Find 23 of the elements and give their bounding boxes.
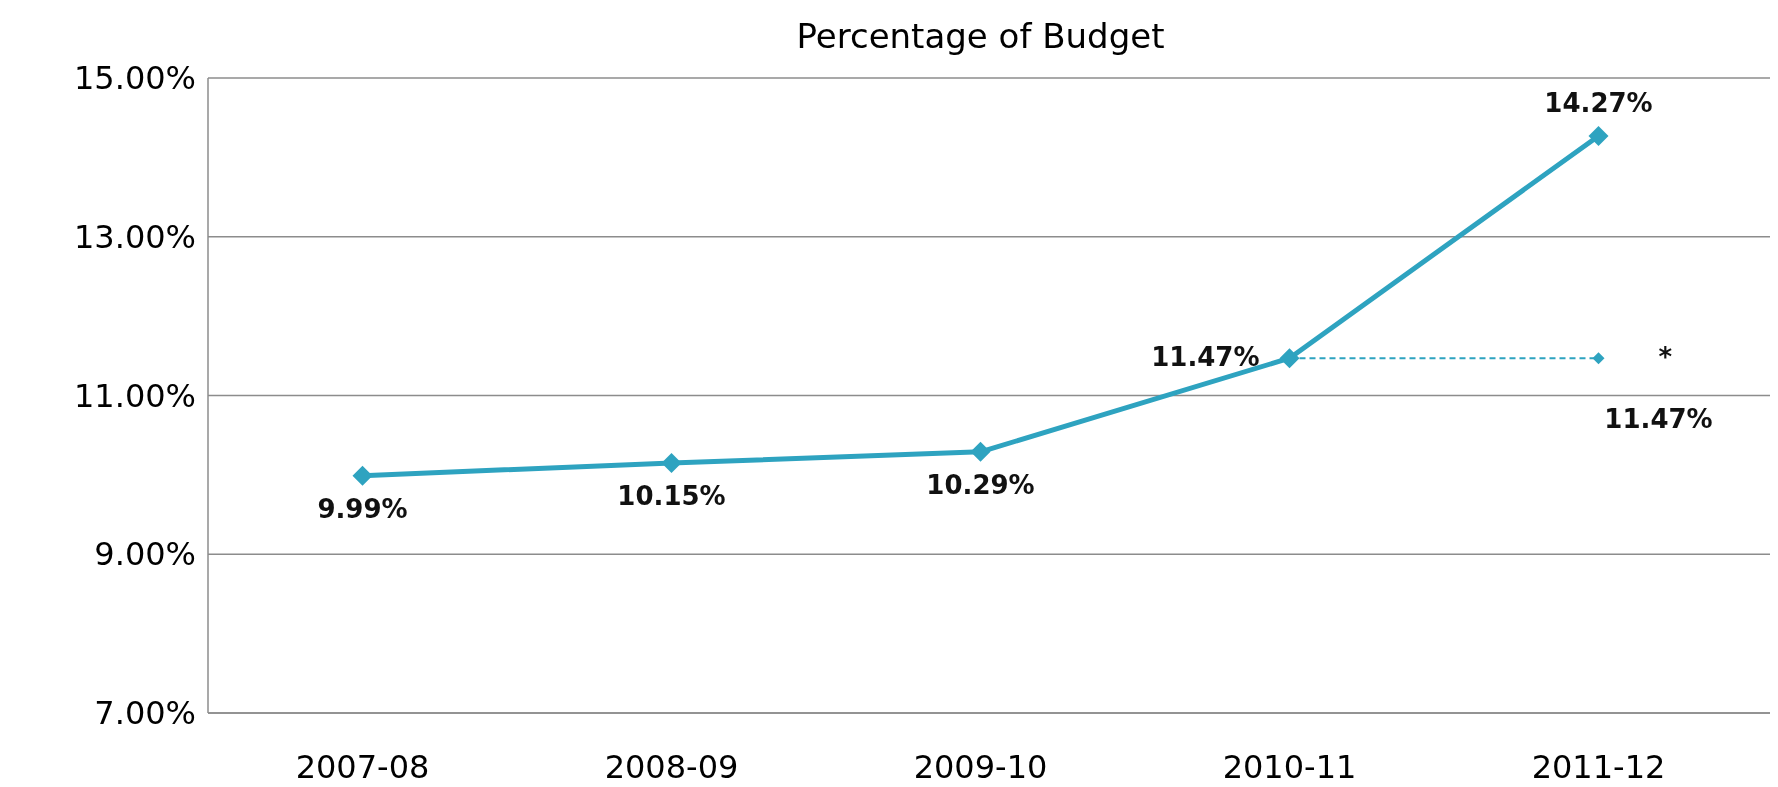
data-label: 14.27% [1544, 87, 1653, 118]
data-label: 10.15% [617, 480, 726, 511]
x-tick-label: 2011-12 [1531, 748, 1666, 786]
x-tick-label: 2007-08 [295, 748, 430, 786]
data-label: 11.47% [1604, 404, 1713, 435]
y-tick-label: 13.00% [73, 217, 196, 256]
y-tick-label: 15.00% [73, 59, 196, 97]
y-tick-label: 7.00% [94, 694, 196, 732]
point [1588, 125, 1609, 146]
data-label: 9.99% [317, 493, 408, 524]
point [970, 441, 991, 462]
y-tick-label: 9.00% [94, 535, 196, 574]
data-label: 11.47% [1151, 342, 1260, 373]
x-tick-label: 2008-09 [604, 748, 739, 786]
data-label: 10.29% [926, 469, 1035, 500]
annotation: * [1658, 342, 1673, 373]
point [661, 452, 682, 473]
point [1592, 352, 1605, 365]
x-tick-label: 2009-10 [913, 748, 1048, 786]
y-tick-label: 11.00% [73, 376, 196, 415]
point [352, 465, 373, 486]
chart-title: Percentage of Budget [796, 16, 1165, 56]
x-tick-label: 2010-11 [1222, 748, 1357, 786]
